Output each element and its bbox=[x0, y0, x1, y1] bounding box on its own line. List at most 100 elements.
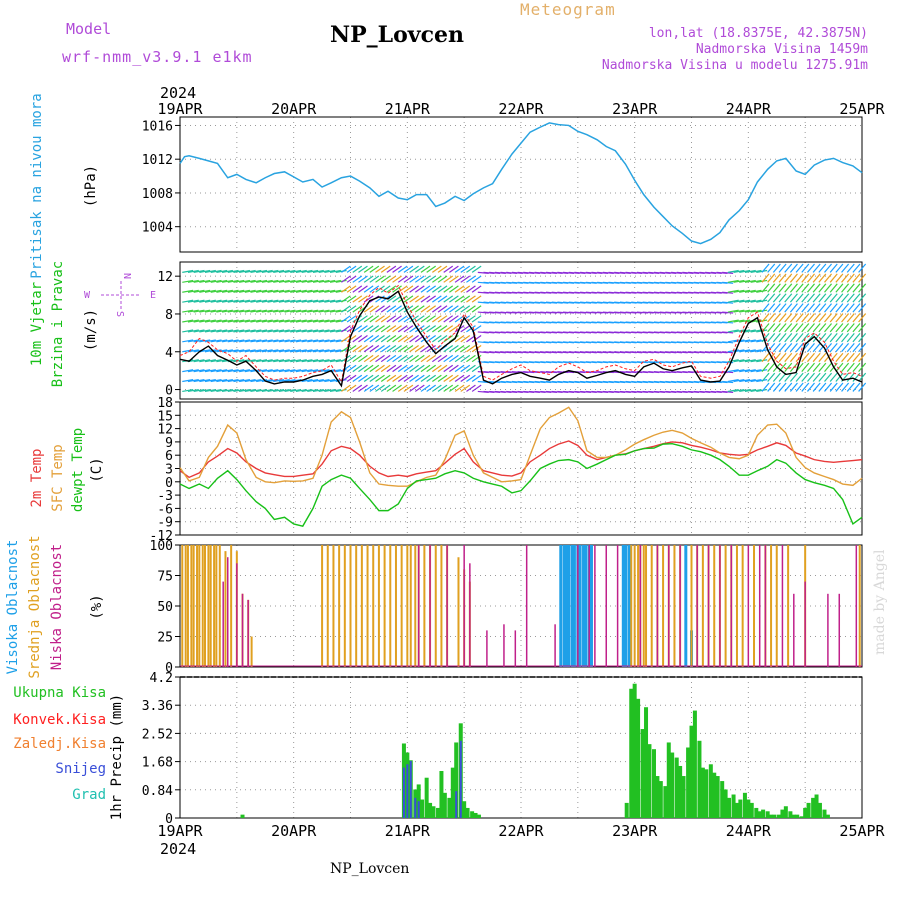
y-tick-label: 18 bbox=[157, 396, 173, 411]
wind-arrow bbox=[261, 319, 273, 323]
wind-arrow bbox=[182, 339, 194, 343]
wind-arrow bbox=[216, 279, 228, 283]
wind-arrow bbox=[221, 319, 233, 323]
wind-arrow bbox=[471, 285, 482, 293]
wind-arrow bbox=[471, 275, 482, 283]
wind-arrow bbox=[278, 379, 290, 383]
wind-arrow bbox=[466, 384, 476, 392]
wind-arrow bbox=[318, 309, 330, 313]
wind-arrow bbox=[335, 309, 347, 313]
wind-arrow bbox=[739, 289, 751, 293]
wind-arrow bbox=[295, 289, 307, 293]
wind-arrow bbox=[210, 299, 222, 303]
wind-arrow bbox=[324, 349, 336, 353]
wind-arrow bbox=[312, 319, 324, 323]
wind-arrow bbox=[801, 263, 810, 273]
wind-arrow bbox=[199, 309, 211, 313]
wind-arrow bbox=[369, 305, 380, 313]
wind-arrow bbox=[290, 289, 302, 293]
wind-arrow bbox=[806, 362, 815, 372]
wind-arrow bbox=[431, 374, 442, 383]
wind-arrow bbox=[789, 352, 798, 363]
wind-arrow bbox=[722, 311, 734, 314]
precip-total-bar bbox=[715, 776, 720, 818]
wind-arrow bbox=[812, 333, 821, 343]
wind-arrow bbox=[806, 352, 815, 363]
wind-arrow bbox=[284, 369, 296, 373]
wind-arrow bbox=[761, 263, 770, 273]
wind-arrow bbox=[414, 384, 425, 392]
wind-arrow bbox=[273, 289, 285, 293]
wind-arrow bbox=[244, 339, 256, 343]
wind-arrow bbox=[426, 335, 437, 343]
compass-north: N bbox=[121, 273, 132, 279]
wind-arrow bbox=[295, 299, 307, 303]
wind-arrow bbox=[380, 275, 391, 283]
wind-arrow bbox=[221, 299, 233, 303]
wind-arrow bbox=[858, 342, 867, 353]
precip-total-bar bbox=[644, 707, 649, 818]
wind-arrow bbox=[409, 344, 419, 353]
pressure-axis-unit: (hPa) bbox=[83, 165, 99, 207]
wind-arrow bbox=[358, 285, 368, 293]
wind-arrow bbox=[278, 329, 290, 333]
wind-arrow bbox=[182, 309, 194, 313]
wind-arrow bbox=[318, 289, 330, 293]
wind-arrow bbox=[789, 263, 798, 273]
wind-arrow bbox=[460, 384, 471, 392]
wind-arrow bbox=[806, 382, 815, 392]
wind-arrow bbox=[239, 369, 251, 373]
wind-arrow bbox=[852, 352, 861, 363]
wind-arrow bbox=[182, 369, 194, 373]
wind-arrow bbox=[278, 309, 290, 313]
wind-arrow bbox=[812, 303, 821, 313]
wind-arrow bbox=[744, 339, 756, 343]
wind-arrow bbox=[722, 281, 734, 284]
wind-arrow bbox=[420, 275, 431, 283]
wind-arrow bbox=[369, 354, 380, 363]
wind-arrow bbox=[352, 364, 363, 373]
wind-arrow bbox=[295, 359, 307, 363]
wind-arrow bbox=[363, 354, 374, 363]
wind-arrow bbox=[471, 384, 482, 392]
wind-arrow bbox=[182, 329, 194, 333]
wind-arrow bbox=[312, 388, 324, 393]
wind-arrow bbox=[431, 265, 442, 273]
wind-arrow bbox=[329, 349, 341, 353]
wind-arrow bbox=[812, 273, 821, 283]
wind-arrow bbox=[824, 273, 833, 283]
wind-arrow bbox=[778, 342, 787, 353]
wind-arrow bbox=[397, 364, 408, 373]
wind-arrow bbox=[290, 339, 302, 343]
wind-arrow bbox=[403, 335, 414, 343]
wind-arrow bbox=[739, 299, 751, 303]
wind-arrow bbox=[290, 359, 302, 363]
wind-arrow bbox=[380, 315, 391, 323]
wind-arrow bbox=[801, 352, 810, 363]
wind-arrow bbox=[431, 384, 442, 392]
y-tick-label: 2.52 bbox=[142, 727, 173, 742]
wind-arrow bbox=[182, 269, 194, 273]
wind-axis-unit: (m/s) bbox=[83, 309, 99, 351]
wind-arrow bbox=[835, 283, 844, 293]
compass-west: W bbox=[84, 290, 91, 301]
wind-arrow bbox=[846, 333, 855, 343]
wind-arrow bbox=[261, 269, 273, 273]
wind-arrow bbox=[312, 279, 324, 283]
wind-arrow bbox=[835, 293, 844, 303]
wind-arrow bbox=[460, 285, 471, 293]
x-tick-label-bottom: 25APR bbox=[839, 822, 885, 840]
model-altitude: Nadmorska Visina u modelu 1275.91m bbox=[601, 58, 868, 73]
wind-arrow bbox=[466, 344, 476, 353]
wind-arrow bbox=[256, 309, 268, 313]
wind-arrow bbox=[460, 364, 471, 373]
wind-arrow bbox=[460, 265, 471, 273]
wind-arrow bbox=[329, 319, 341, 323]
precip-total-bar bbox=[476, 814, 481, 818]
precip-total-bar bbox=[749, 802, 754, 818]
wind-arrow bbox=[801, 333, 810, 343]
wind-arrow bbox=[443, 295, 454, 303]
wind-arrow bbox=[858, 333, 867, 343]
wind-arrow bbox=[426, 384, 437, 392]
wind-arrow bbox=[358, 374, 368, 383]
